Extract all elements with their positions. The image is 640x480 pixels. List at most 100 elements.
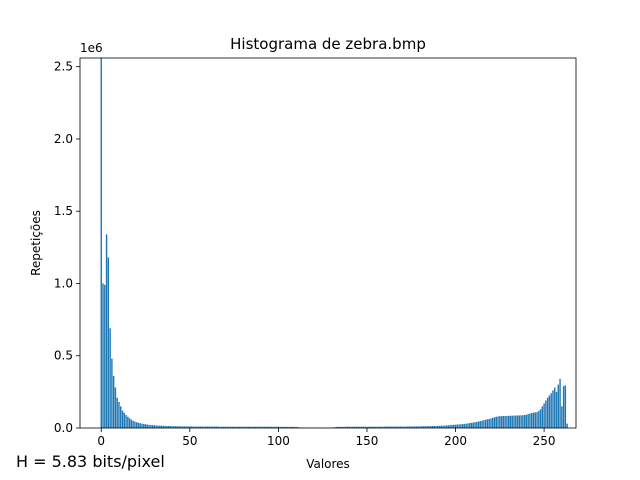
histogram-bar [111,358,113,429]
histogram-bar [408,426,411,428]
histogram-bar [153,425,156,428]
histogram-bar [550,393,552,428]
histogram-bar [507,415,510,428]
chart-title: Histograma de zebra.bmp [230,35,426,53]
histogram-bar [472,422,474,428]
histogram-bar [112,375,115,428]
histogram-bar [479,421,482,428]
histogram-bar [219,426,221,428]
histogram-bar [449,425,451,428]
histogram-bar [357,426,359,428]
histogram-bar [484,419,487,428]
histogram-bar [456,424,459,428]
histogram-bar [281,426,283,428]
histogram-bar [362,426,365,428]
y-tick-label: 2.0 [54,132,73,146]
histogram-bar [422,426,425,428]
histogram-bar [265,426,267,428]
histogram-bar [105,234,108,428]
histogram-bar [121,410,124,428]
histogram-bar [376,426,379,428]
histogram-bar [274,426,276,428]
histogram-bar [127,416,129,428]
histogram-bar [107,257,110,428]
histogram-bar [562,386,565,428]
histogram-bar [226,426,228,428]
histogram-bar [221,426,223,428]
histogram-bar [430,426,432,428]
histogram-bar [109,328,111,428]
histogram-bar [116,397,118,428]
x-tick-label: 250 [533,434,556,448]
histogram-bar [373,426,375,428]
histogram-bar [488,418,490,428]
histogram-bar [511,415,513,428]
histogram-bar [222,426,225,428]
histogram-bar [555,391,558,428]
histogram-bar [167,425,170,428]
histogram-bar [355,426,358,428]
x-tick-label: 50 [182,434,197,448]
histogram-bar [169,426,172,428]
histogram-bar [247,426,249,428]
histogram-bar [196,426,198,428]
histogram-bar [454,424,457,428]
histogram-bar [104,284,106,428]
histogram-bar [141,423,143,428]
histogram-bar [375,426,377,428]
histogram-bar [279,426,281,428]
histogram-bar [293,426,296,428]
histogram-bar [419,426,421,428]
x-tick-label: 200 [444,434,467,448]
histogram-bar [286,426,288,428]
x-tick-label: 150 [356,434,379,448]
histogram-bar [134,421,136,428]
histogram-bar [383,426,386,428]
histogram-bar [160,425,163,428]
histogram-bar [490,418,492,428]
histogram-bar [493,417,496,428]
histogram-bar [217,426,219,428]
histogram-bar [502,416,505,428]
histogram-bar [244,426,246,428]
histogram-bar [389,426,391,428]
histogram-bar [407,426,409,428]
histogram-bar [401,426,404,428]
histogram-bar [173,426,175,428]
histogram-bar [532,412,535,428]
histogram-bar [336,426,338,428]
histogram-bar [506,415,508,428]
histogram-bar [522,415,524,428]
y-axis-label: Repetições [29,210,43,276]
histogram-bar [516,415,519,428]
histogram-bar [283,426,285,428]
histogram-bar [259,426,262,428]
histogram-bar [159,425,161,428]
histogram-bar [242,426,244,428]
histogram-bar [499,416,501,428]
histogram-bar [183,426,186,428]
histogram-bar [146,424,149,428]
histogram-bar [369,426,372,428]
histogram-bar [504,416,506,428]
histogram-bar [284,426,287,428]
histogram-bar [371,426,373,428]
histogram-bar [350,426,352,428]
histogram-bar [382,426,384,428]
histogram-bar [415,426,418,428]
histogram-bar [341,426,343,428]
histogram-bar [270,426,273,428]
histogram-bar [477,421,480,428]
histogram-bar [546,397,549,428]
histogram-bar [231,426,234,428]
histogram-bar [481,420,483,428]
histogram-bar [435,425,437,428]
histogram-bar [210,426,212,428]
histogram-bar [394,426,397,428]
histogram-bar [527,414,529,429]
histogram-bar [470,422,473,428]
histogram-bar [245,426,248,428]
histogram-bar [297,427,299,428]
histogram-bar [460,424,462,428]
